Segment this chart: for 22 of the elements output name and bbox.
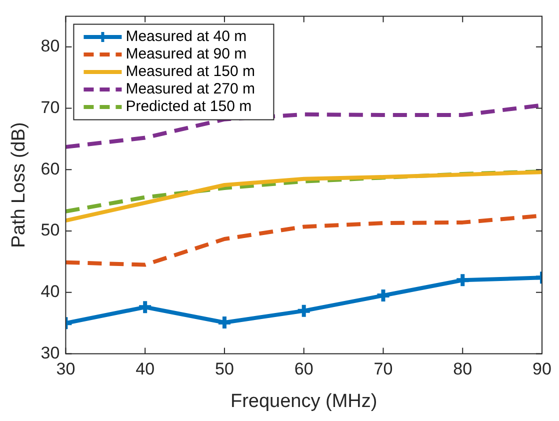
x-tick-label: 80 (453, 360, 472, 379)
x-tick-label: 70 (374, 360, 393, 379)
legend-label: Measured at 90 m (126, 46, 247, 63)
x-axis-title: Frequency (MHz) (230, 390, 378, 412)
y-axis-title: Path Loss (dB) (8, 122, 30, 248)
point (137, 299, 154, 316)
x-tick-label: 50 (215, 360, 234, 379)
legend-label: Measured at 270 m (126, 80, 255, 98)
x-tick-label: 40 (136, 360, 155, 379)
x-tick-label: 60 (294, 360, 314, 379)
y-tick-label: 80 (40, 36, 60, 56)
x-tick-label: 30 (56, 360, 76, 379)
y-tick-label: 50 (40, 220, 60, 240)
y-tick-label: 70 (40, 98, 60, 117)
y-tick-label: 60 (40, 159, 60, 178)
point (296, 302, 312, 319)
x-tick-label: 90 (532, 360, 552, 379)
y-tick-label: 40 (40, 282, 60, 302)
legend-label: Measured at 150 m (126, 63, 255, 80)
y-tick-label: 30 (40, 343, 60, 362)
legend-label: Measured at 40 m (126, 28, 247, 46)
legend-label: Predicted at 150 m (126, 98, 252, 116)
